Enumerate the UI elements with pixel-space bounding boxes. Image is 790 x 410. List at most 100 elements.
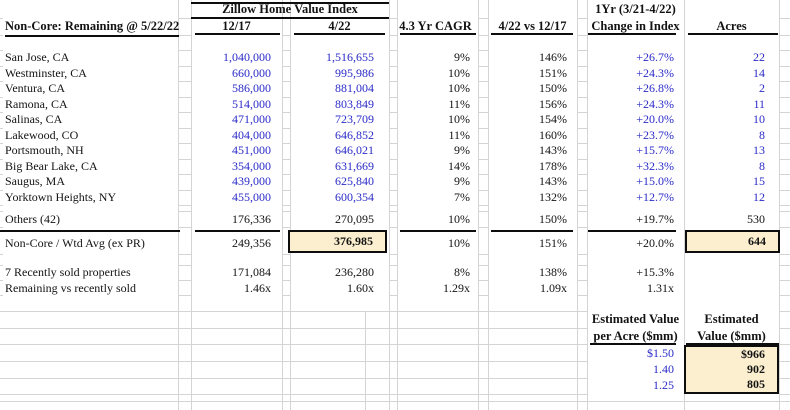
est-value-header-line2[interactable]: Value ($mm) xyxy=(697,328,766,343)
city-name-cell[interactable]: Westminster, CA xyxy=(5,65,87,80)
per-acre-cell[interactable]: 1.40 xyxy=(653,362,674,376)
acres-cell[interactable]: 15 xyxy=(753,174,765,188)
zhvi-422-cell[interactable]: 1.60x xyxy=(347,280,374,295)
change-cell[interactable]: +20.0% xyxy=(636,112,674,126)
change-cell[interactable]: +20.0% xyxy=(636,235,674,250)
col-header-422[interactable]: 4/22 xyxy=(328,19,351,33)
vs-cell[interactable]: 1.09x xyxy=(540,280,567,295)
zhvi-422-cell[interactable]: 625,840 xyxy=(335,174,374,188)
highlighted-wtd-avg-422-cell[interactable]: 376,985 xyxy=(288,230,387,253)
zhvi-1217-cell[interactable]: 439,000 xyxy=(232,174,271,188)
change-cell[interactable]: +12.7% xyxy=(636,189,674,204)
acres-cell[interactable]: 8 xyxy=(759,127,765,142)
change-cell[interactable]: +15.3% xyxy=(636,265,674,279)
zhvi-422-cell[interactable]: 646,852 xyxy=(335,127,374,142)
cagr-cell[interactable]: 7% xyxy=(454,189,470,204)
change-cell[interactable]: +24.3% xyxy=(636,65,674,80)
city-name-cell[interactable]: San Jose, CA xyxy=(5,50,70,64)
acres-cell[interactable]: 8 xyxy=(759,158,765,173)
city-name-cell[interactable]: Ramona, CA xyxy=(5,96,68,111)
est-per-acre-header-line1[interactable]: Estimated Value xyxy=(591,312,680,326)
acres-cell[interactable]: 12 xyxy=(753,189,765,204)
cagr-cell[interactable]: 10% xyxy=(448,235,470,250)
acres-cell[interactable]: 530 xyxy=(747,212,765,226)
cagr-cell[interactable]: 8% xyxy=(454,265,470,279)
vs-cell[interactable]: 154% xyxy=(539,112,567,126)
vs-cell[interactable]: 132% xyxy=(539,189,567,204)
acres-cell[interactable]: 11 xyxy=(753,96,765,111)
zhvi-422-cell[interactable]: 1,516,655 xyxy=(326,50,374,64)
recently-sold-label-cell[interactable]: 7 Recently sold properties xyxy=(5,265,131,279)
change-cell[interactable]: 1.31x xyxy=(647,280,674,295)
change-cell[interactable]: +32.3% xyxy=(636,158,674,173)
zhvi-1217-cell[interactable]: 354,000 xyxy=(232,158,271,173)
cagr-cell[interactable]: 11% xyxy=(448,127,470,142)
zhvi-422-cell[interactable]: 236,280 xyxy=(335,265,374,279)
city-name-cell[interactable]: Salinas, CA xyxy=(5,112,63,126)
zhvi-422-cell[interactable]: 881,004 xyxy=(335,81,374,95)
vs-cell[interactable]: 150% xyxy=(539,212,567,226)
vs-cell[interactable]: 150% xyxy=(539,81,567,95)
zhvi-1217-cell[interactable]: 171,084 xyxy=(232,265,271,279)
est-value-header-line1[interactable]: Estimated xyxy=(704,312,759,326)
sheet-title[interactable]: Non-Core: Remaining @ 5/22/22 xyxy=(0,18,182,37)
zhvi-1217-cell[interactable]: 176,336 xyxy=(232,212,271,226)
highlighted-estimated-values-box[interactable]: $966 902 805 xyxy=(684,345,779,394)
change-cell[interactable]: +26.8% xyxy=(636,81,674,95)
vs-cell[interactable]: 146% xyxy=(539,50,567,64)
per-acre-cell[interactable]: $1.50 xyxy=(647,346,674,360)
zhvi-422-cell[interactable]: 631,669 xyxy=(335,158,374,173)
acres-cell[interactable]: 14 xyxy=(753,65,765,80)
group-header-zhvi[interactable]: Zillow Home Value Index xyxy=(222,2,358,16)
col-header-cagr[interactable]: 4.3 Yr CAGR xyxy=(399,19,472,33)
city-name-cell[interactable]: Saugus, MA xyxy=(5,174,66,188)
zhvi-1217-cell[interactable]: 404,000 xyxy=(232,127,271,142)
acres-cell[interactable]: 22 xyxy=(753,50,765,64)
est-per-acre-header-line2[interactable]: per Acre ($mm) xyxy=(593,328,678,343)
cagr-cell[interactable]: 10% xyxy=(448,112,470,126)
acres-cell[interactable]: 10 xyxy=(753,112,765,126)
zhvi-422-cell[interactable]: 803,849 xyxy=(335,96,374,111)
acres-cell[interactable]: 2 xyxy=(759,81,765,95)
zhvi-1217-cell[interactable]: 514,000 xyxy=(232,96,271,111)
change-cell[interactable]: +15.7% xyxy=(636,143,674,157)
city-name-cell[interactable]: Big Bear Lake, CA xyxy=(5,158,98,173)
change-cell[interactable]: +15.0% xyxy=(636,174,674,188)
cagr-cell[interactable]: 9% xyxy=(454,143,470,157)
change-cell[interactable]: +23.7% xyxy=(636,127,674,142)
cagr-cell[interactable]: 9% xyxy=(454,50,470,64)
vs-cell[interactable]: 160% xyxy=(539,127,567,142)
cagr-cell[interactable]: 9% xyxy=(454,174,470,188)
city-name-cell[interactable]: Yorktown Heights, NY xyxy=(5,189,117,204)
zhvi-422-cell[interactable]: 270,095 xyxy=(335,212,374,226)
cagr-cell[interactable]: 10% xyxy=(448,65,470,80)
col-header-change-line1[interactable]: 1Yr (3/21-4/22) xyxy=(595,2,676,16)
cagr-cell[interactable]: 1.29x xyxy=(443,280,470,295)
city-name-cell[interactable]: Lakewood, CO xyxy=(5,127,79,142)
zhvi-1217-cell[interactable]: 471,000 xyxy=(232,112,271,126)
zhvi-422-cell[interactable]: 723,709 xyxy=(335,112,374,126)
per-acre-cell[interactable]: 1.25 xyxy=(653,378,674,392)
city-name-cell[interactable]: Portsmouth, NH xyxy=(5,143,84,157)
zhvi-1217-cell[interactable]: 1,040,000 xyxy=(223,50,271,64)
cagr-cell[interactable]: 10% xyxy=(448,81,470,95)
zhvi-1217-cell[interactable]: 1.46x xyxy=(244,280,271,295)
cagr-cell[interactable]: 14% xyxy=(448,158,470,173)
zhvi-1217-cell[interactable]: 455,000 xyxy=(232,189,271,204)
zhvi-1217-cell[interactable]: 660,000 xyxy=(232,65,271,80)
zhvi-1217-cell[interactable]: 249,356 xyxy=(232,235,271,250)
vs-cell[interactable]: 138% xyxy=(539,265,567,279)
zhvi-422-cell[interactable]: 646,021 xyxy=(335,143,374,157)
zhvi-1217-cell[interactable]: 586,000 xyxy=(232,81,271,95)
highlighted-wtd-avg-acres-cell[interactable]: 644 xyxy=(685,230,780,253)
change-cell[interactable]: +24.3% xyxy=(636,96,674,111)
vs-cell[interactable]: 178% xyxy=(539,158,567,173)
acres-cell[interactable]: 13 xyxy=(753,143,765,157)
cagr-cell[interactable]: 10% xyxy=(448,212,470,226)
vs-cell[interactable]: 143% xyxy=(539,174,567,188)
wtd-avg-label-cell[interactable]: Non-Core / Wtd Avg (ex PR) xyxy=(5,235,145,250)
vs-cell[interactable]: 151% xyxy=(539,235,567,250)
vs-cell[interactable]: 151% xyxy=(539,65,567,80)
col-header-1217[interactable]: 12/17 xyxy=(222,19,251,33)
cagr-cell[interactable]: 11% xyxy=(448,96,470,111)
